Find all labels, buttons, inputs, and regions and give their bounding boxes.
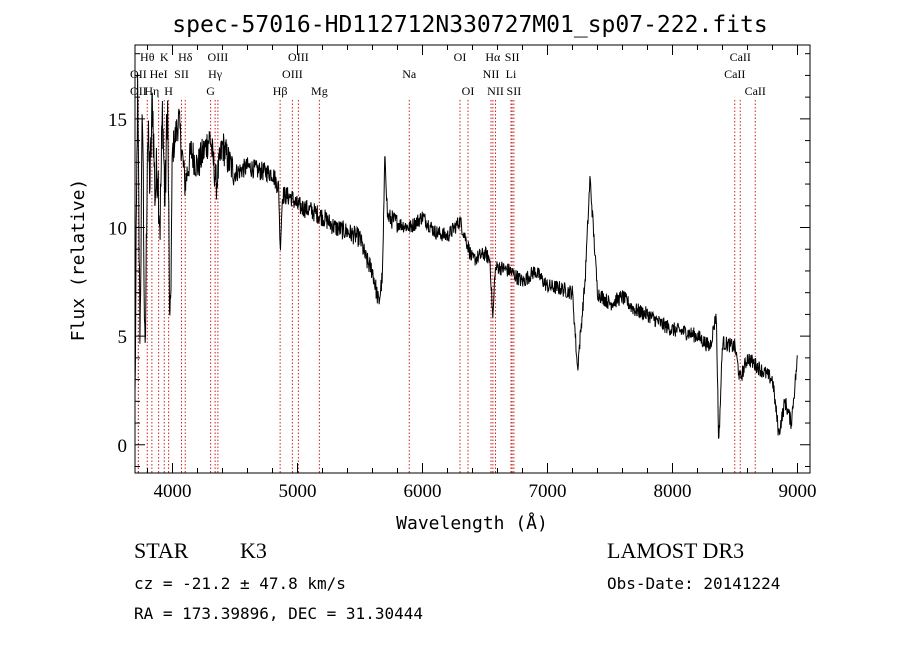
obs-date: Obs-Date: 20141224 (607, 574, 781, 593)
x-axis-label: Wavelength (Å) (396, 512, 548, 534)
spectral-line-label: NII (487, 84, 504, 98)
x-tick-label: 8000 (654, 481, 692, 502)
spectral-line-label: NII (483, 67, 500, 81)
spectral-line-label: Hβ (273, 84, 288, 98)
chart-title: spec-57016-HD112712N330727M01_sp07-222.f… (172, 12, 767, 38)
object-subclass: K3 (240, 538, 267, 563)
spectral-line-label: OIII (288, 50, 309, 64)
spectral-line-label: SII (174, 67, 189, 81)
y-axis-label: Flux (relative) (68, 179, 89, 342)
y-tick-label: 10 (108, 218, 127, 239)
redshift-value: cz = -21.2 ± 47.8 km/s (134, 574, 346, 593)
spectral-line-label: OIII (282, 67, 303, 81)
spectral-line-label: Hθ (140, 50, 155, 64)
x-tick-label: 9000 (779, 481, 817, 502)
spectral-line-label: H (164, 84, 173, 98)
spectral-line-label: CaII (724, 67, 745, 81)
survey-label: LAMOST DR3 (607, 538, 745, 563)
spectral-line-label: OII (130, 84, 147, 98)
y-tick-label: 15 (108, 110, 127, 131)
coordinates: RA = 173.39896, DEC = 31.30444 (134, 604, 423, 623)
spectral-line-label: SII (507, 84, 522, 98)
spectral-line-label: Li (506, 67, 517, 81)
spectral-line-label: OI (454, 50, 467, 64)
spectral-line-label: G (206, 84, 215, 98)
x-tick-label: 6000 (404, 481, 442, 502)
spectral-line-label: HeI (150, 67, 168, 81)
y-tick-label: 5 (118, 327, 128, 348)
spectral-line-label: Hα (485, 50, 501, 64)
spectral-line-label: OII (130, 67, 147, 81)
spectral-line-label: Mg (311, 84, 328, 98)
spectral-line-label: Hγ (208, 67, 223, 81)
axis-ticks: 4000 5000 6000 7000 8000 9000 0 5 10 15 (108, 45, 817, 502)
x-tick-label: 7000 (529, 481, 567, 502)
spectral-line-label: SII (505, 50, 520, 64)
spectral-line-label: CaII (745, 84, 766, 98)
x-tick-label: 5000 (279, 481, 317, 502)
spectral-line-label: OIII (208, 50, 229, 64)
spectral-line-label: Na (402, 67, 417, 81)
spectrum-chart: spec-57016-HD112712N330727M01_sp07-222.f… (68, 12, 817, 534)
spectral-line-label: K (160, 50, 169, 64)
spectral-line-label: OI (462, 84, 475, 98)
spectral-line-label: Hδ (178, 50, 193, 64)
spectral-line-label: CaII (730, 50, 751, 64)
spectral-line-label: Hη (144, 84, 159, 98)
plot-frame (134, 44, 811, 474)
spectrum-series-line (134, 73, 798, 439)
x-tick-label: 4000 (154, 481, 192, 502)
y-tick-label: 0 (118, 436, 128, 457)
object-type: STAR (134, 538, 189, 563)
